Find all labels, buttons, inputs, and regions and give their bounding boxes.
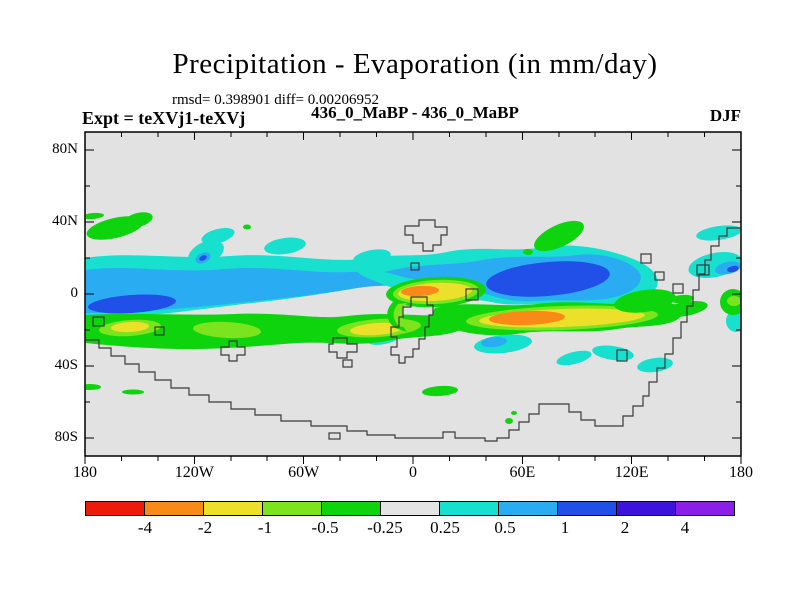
field-region [486, 261, 610, 297]
field-region [726, 310, 741, 332]
coastline-island [410, 262, 420, 271]
colorbar-label: -4 [137, 518, 153, 537]
field-region [88, 294, 176, 314]
colorbar-label: -0.25 [367, 518, 403, 537]
field-region [662, 301, 708, 317]
x-tick-label: 120W [174, 464, 214, 481]
colorbar-label: -0.5 [311, 518, 339, 537]
field-region [401, 285, 439, 297]
y-tick-label: 40N [52, 213, 78, 229]
x-tick-label: 180 [729, 464, 753, 481]
coastline [85, 227, 741, 442]
field-region [243, 224, 251, 230]
colorbar-segment [321, 501, 381, 516]
axis-ticks [84, 132, 742, 464]
field-regions [85, 212, 741, 424]
colorbar-label: -2 [197, 518, 213, 537]
colorbar-segment [557, 501, 617, 516]
coastline-island [640, 253, 652, 264]
coastline [404, 219, 448, 252]
colorbar-segment [439, 501, 499, 516]
field-region [111, 321, 149, 333]
colorbar-segment [616, 501, 676, 516]
coastline-island [465, 288, 479, 301]
x-tick-label: 120E [614, 464, 649, 481]
experiment-label: Expt = teXVj1-teXVj [82, 108, 246, 128]
field-region [489, 310, 565, 326]
y-tick-label: 80N [52, 141, 78, 157]
field-region [199, 255, 207, 261]
colorbar-segment [203, 501, 263, 516]
field-region [422, 385, 458, 397]
field-region [123, 212, 153, 228]
field-region [393, 303, 407, 328]
colorbar-label: 4 [680, 518, 690, 537]
field-region [505, 418, 513, 424]
coastline-island [328, 432, 341, 440]
coastline [390, 296, 434, 364]
colorbar-label: 0.5 [494, 518, 516, 537]
coastline [328, 337, 358, 359]
map-frame [84, 131, 742, 457]
colorbar-label: -1 [257, 518, 273, 537]
x-tick-label: 60E [509, 464, 536, 481]
field-region [511, 411, 517, 415]
y-tick-label: 80S [54, 429, 78, 445]
colorbar-label: 0.25 [430, 518, 460, 537]
coastline-island [92, 316, 105, 327]
field-region [85, 212, 104, 220]
colorbar-segment [675, 501, 735, 516]
field-region [556, 350, 592, 366]
coastline-island [654, 271, 665, 281]
field-region [534, 220, 584, 252]
colorbar-segment [262, 501, 322, 516]
colorbar-segment [380, 501, 440, 516]
field-region [264, 237, 306, 255]
colorbar-label: 1 [560, 518, 570, 537]
season-label: DJF [709, 106, 741, 125]
field-region [614, 289, 676, 313]
colorbar-label: 2 [620, 518, 630, 537]
field-region [727, 265, 739, 273]
field-region [637, 357, 673, 373]
y-tick-label: 40S [54, 357, 78, 373]
field-region [696, 225, 741, 241]
field-region [481, 336, 507, 348]
x-tick-label: 0 [409, 464, 417, 481]
colorbar [85, 501, 735, 516]
coastline [220, 340, 246, 362]
coastline-island [154, 326, 165, 336]
coastlines [85, 219, 741, 442]
colorbar-segment [85, 501, 145, 516]
colorbar-segment [498, 501, 558, 516]
coastline-island [342, 359, 353, 368]
page-title: Precipitation - Evaporation (in mm/day) [172, 48, 658, 80]
field-region [592, 345, 634, 361]
map-plot-area [84, 131, 742, 464]
coastline-island [672, 283, 684, 294]
field-region [201, 227, 235, 245]
field-region [193, 321, 261, 339]
x-tick-label: 60W [288, 464, 320, 481]
field-region [670, 294, 694, 304]
stats-line: rmsd= 0.398901 diff= 0.00206952 [172, 92, 380, 108]
x-tick-label: 180 [73, 464, 97, 481]
field-region [85, 384, 101, 390]
colorbar-segment [144, 501, 204, 516]
y-tick-label: 0 [70, 285, 79, 301]
dataset-label: 436_0_MaBP - 436_0_MaBP [311, 103, 519, 122]
coastline-island [696, 264, 710, 276]
field-region [727, 296, 741, 306]
coastline-island [616, 349, 628, 362]
field-region [122, 389, 144, 395]
field-region [523, 249, 533, 255]
contour-map [84, 131, 742, 464]
